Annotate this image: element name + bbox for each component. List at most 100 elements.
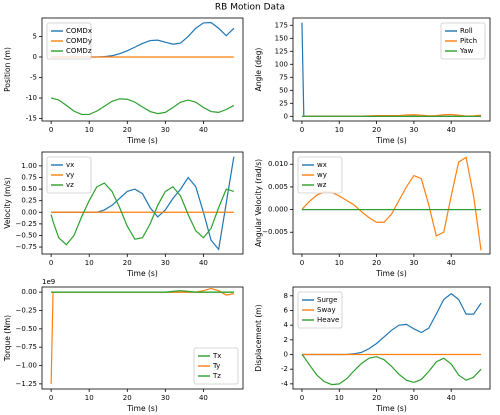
y-tick-label: −1.00 xyxy=(16,362,37,370)
series-line xyxy=(301,354,482,386)
y-tick-label: 125 xyxy=(275,47,288,55)
y-tick-label: 0 xyxy=(284,112,288,120)
subplot: 0 10 20 30 40 -15 -10 -5 0 5 Time (s) Position (m) C… xyxy=(3,17,244,145)
y-axis-label: Position (m) xyxy=(3,47,12,92)
y-tick-label: 4 xyxy=(284,321,289,329)
legend-label: Pitch xyxy=(460,37,477,45)
y-tick-label: 150 xyxy=(275,34,288,42)
x-tick-label: 10 xyxy=(335,126,344,134)
y-tick-label: −1.25 xyxy=(16,380,37,388)
y-tick-label: 50 xyxy=(279,86,288,94)
y-tick-label: −0.005 xyxy=(262,228,288,236)
legend-label: Ty xyxy=(212,362,220,370)
y-tick-label: −0.75 xyxy=(16,243,37,251)
y-tick-label: -5 xyxy=(30,74,37,82)
plot-lines xyxy=(50,287,234,384)
y-tick-label: 175 xyxy=(275,21,288,29)
subplot: 0 10 20 30 40 −1.25 −1.00 −0.75 −0.50 −0.25 0.00 Ti… xyxy=(3,278,244,413)
x-tick-label: 30 xyxy=(409,394,418,402)
x-tick-label: 30 xyxy=(161,126,170,134)
x-tick-label: 0 xyxy=(300,126,304,134)
figure-title: RB Motion Data xyxy=(215,3,285,13)
x-axis-label: Time (s) xyxy=(375,269,407,278)
legend-box xyxy=(297,156,343,194)
x-tick-label: 30 xyxy=(161,394,170,402)
series-line xyxy=(50,182,235,246)
y-tick-label: 5 xyxy=(33,32,37,40)
y-tick-label: 8 xyxy=(284,292,288,300)
legend-label: vx xyxy=(66,161,74,169)
subplot: 0 10 20 30 40 0 25 50 75 100 125 150 175 Time (s) Angl… xyxy=(254,17,491,145)
legend-label: COMDx xyxy=(66,27,92,35)
y-tick-label: 0.00 xyxy=(21,288,37,296)
x-tick-label: 30 xyxy=(409,126,418,134)
x-tick-label: 20 xyxy=(123,126,132,134)
x-tick-label: 0 xyxy=(49,259,53,267)
x-tick-label: 30 xyxy=(161,259,170,267)
y-tick-label: -4 xyxy=(281,380,289,388)
axes-frame xyxy=(41,286,244,390)
legend-box xyxy=(193,347,239,385)
x-tick-label: 40 xyxy=(199,259,208,267)
y-tick-label: 0.25 xyxy=(21,197,37,205)
y-axis-label: Angular Velocity (rad/s) xyxy=(254,159,263,247)
x-tick-label: 10 xyxy=(85,394,94,402)
legend-label: wz xyxy=(317,181,327,189)
y-tick-label: 0.75 xyxy=(21,174,37,182)
legend-label: Yaw xyxy=(459,47,474,55)
x-axis-label: Time (s) xyxy=(375,404,407,413)
x-tick-label: 40 xyxy=(199,394,208,402)
x-axis-label: Time (s) xyxy=(126,136,158,145)
x-axis-label: Time (s) xyxy=(126,404,158,413)
x-tick-label: 40 xyxy=(447,259,456,267)
y-tick-label: 75 xyxy=(279,73,288,81)
x-tick-label: 20 xyxy=(372,259,381,267)
legend-label: Heave xyxy=(317,316,339,324)
y-tick-label: −0.25 xyxy=(16,220,37,228)
x-tick-label: 10 xyxy=(335,259,344,267)
y-tick-label: 0.005 xyxy=(268,183,288,191)
x-tick-label: 10 xyxy=(85,259,94,267)
x-tick-label: 0 xyxy=(300,259,304,267)
y-tick-label: 1.00 xyxy=(21,162,37,170)
x-tick-label: 40 xyxy=(447,126,456,134)
y-tick-label: 0.50 xyxy=(21,185,37,193)
y-tick-label: 0.000 xyxy=(268,206,288,214)
subplot: 0 10 20 30 40 -4 -2 0 2 4 6 8 Time (s) Displacement (… xyxy=(254,286,491,413)
legend-label: Roll xyxy=(460,27,473,35)
y-axis-label: Displacement (m) xyxy=(254,304,263,371)
series-line xyxy=(51,97,235,116)
legend-box xyxy=(46,156,92,194)
subplot: 0 10 20 30 40 −0.75 −0.50 −0.25 0.00 0.25 0.50 0.75… xyxy=(3,151,244,278)
axes-frame xyxy=(292,151,491,255)
x-tick-label: 0 xyxy=(49,126,53,134)
legend-label: COMDy xyxy=(66,37,92,45)
y-tick-label: 2 xyxy=(284,336,288,344)
x-tick-label: 20 xyxy=(372,126,381,134)
x-tick-label: 10 xyxy=(335,394,344,402)
y-tick-label: 0.00 xyxy=(21,208,37,216)
legend-label: Tx xyxy=(212,352,221,360)
y-tick-label: −0.50 xyxy=(16,325,37,333)
axes-frame xyxy=(292,17,491,122)
y-tick-label: −0.50 xyxy=(16,231,37,239)
offset-label: 1e9 xyxy=(42,278,55,286)
axes-frame xyxy=(292,286,491,390)
y-tick-label: -15 xyxy=(26,115,37,123)
legend-label: COMDz xyxy=(66,47,92,55)
x-axis-label: Time (s) xyxy=(375,136,407,145)
y-tick-label: -10 xyxy=(26,94,37,102)
x-tick-label: 40 xyxy=(447,394,456,402)
y-tick-label: 25 xyxy=(279,99,288,107)
x-tick-label: 20 xyxy=(123,394,132,402)
y-tick-label: 0 xyxy=(284,351,288,359)
y-tick-label: -2 xyxy=(281,365,288,373)
x-tick-label: 30 xyxy=(409,259,418,267)
axes-frame xyxy=(41,151,244,255)
y-tick-label: 100 xyxy=(275,60,288,68)
x-tick-label: 0 xyxy=(49,394,53,402)
x-tick-label: 0 xyxy=(300,394,304,402)
x-tick-label: 10 xyxy=(85,126,94,134)
legend-box xyxy=(297,291,343,329)
